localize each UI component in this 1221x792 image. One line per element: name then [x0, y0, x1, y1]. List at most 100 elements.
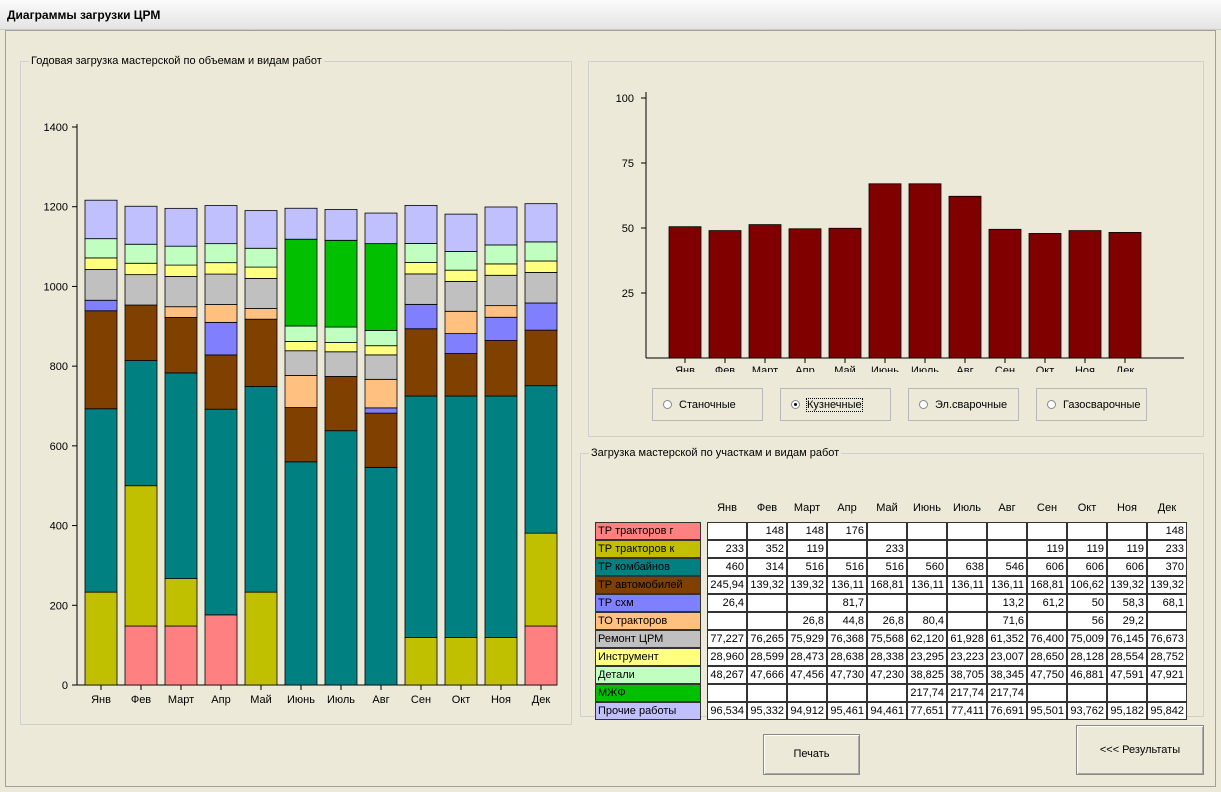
table-cell[interactable]: 233 [1147, 540, 1187, 558]
table-cell[interactable]: 76,145 [1107, 630, 1147, 648]
table-cell[interactable] [707, 612, 747, 630]
table-cell[interactable] [987, 540, 1027, 558]
table-cell[interactable]: 96,534 [707, 702, 747, 720]
table-cell[interactable] [867, 594, 907, 612]
table-cell[interactable]: 95,501 [1027, 702, 1067, 720]
table-cell[interactable] [787, 684, 827, 702]
table-cell[interactable]: 47,230 [867, 666, 907, 684]
table-cell[interactable]: 638 [947, 558, 987, 576]
table-cell[interactable]: 26,4 [707, 594, 747, 612]
table-cell[interactable]: 106,62 [1067, 576, 1107, 594]
table-cell[interactable] [747, 684, 787, 702]
table-cell[interactable] [867, 684, 907, 702]
table-cell[interactable]: 136,11 [947, 576, 987, 594]
table-cell[interactable]: 168,81 [867, 576, 907, 594]
radio-electric-welding[interactable]: Эл.сварочные [908, 388, 1019, 421]
table-cell[interactable]: 233 [867, 540, 907, 558]
table-cell[interactable]: 119 [1027, 540, 1067, 558]
table-cell[interactable]: 119 [1067, 540, 1107, 558]
table-cell[interactable] [747, 594, 787, 612]
table-cell[interactable]: 95,842 [1147, 702, 1187, 720]
table-cell[interactable]: 28,554 [1107, 648, 1147, 666]
table-cell[interactable]: 47,730 [827, 666, 867, 684]
table-cell[interactable]: 606 [1067, 558, 1107, 576]
radio-forging[interactable]: Кузнечные [780, 388, 891, 421]
radio-electric-welding-circle[interactable] [919, 400, 928, 409]
table-cell[interactable] [907, 540, 947, 558]
table-cell[interactable]: 13,2 [987, 594, 1027, 612]
radio-machining[interactable]: Станочные [652, 388, 763, 421]
table-cell[interactable]: 28,338 [867, 648, 907, 666]
table-cell[interactable]: 28,128 [1067, 648, 1107, 666]
table-cell[interactable]: 28,599 [747, 648, 787, 666]
table-cell[interactable]: 76,265 [747, 630, 787, 648]
table-cell[interactable]: 136,11 [827, 576, 867, 594]
table-cell[interactable]: 516 [827, 558, 867, 576]
table-cell[interactable]: 352 [747, 540, 787, 558]
table-cell[interactable]: 217,74 [907, 684, 947, 702]
table-cell[interactable]: 139,32 [787, 576, 827, 594]
table-cell[interactable]: 26,8 [787, 612, 827, 630]
table-cell[interactable]: 136,11 [987, 576, 1027, 594]
table-cell[interactable]: 28,638 [827, 648, 867, 666]
table-cell[interactable]: 38,345 [987, 666, 1027, 684]
table-cell[interactable]: 77,227 [707, 630, 747, 648]
table-cell[interactable]: 94,461 [867, 702, 907, 720]
table-cell[interactable]: 119 [787, 540, 827, 558]
table-cell[interactable]: 606 [1107, 558, 1147, 576]
table-cell[interactable]: 44,8 [827, 612, 867, 630]
table-cell[interactable]: 61,928 [947, 630, 987, 648]
table-cell[interactable] [1067, 522, 1107, 540]
table-cell[interactable]: 139,32 [1147, 576, 1187, 594]
table-cell[interactable] [747, 612, 787, 630]
table-cell[interactable]: 217,74 [987, 684, 1027, 702]
table-cell[interactable] [1027, 612, 1067, 630]
table-cell[interactable]: 75,568 [867, 630, 907, 648]
title-bar[interactable]: Диаграммы загрузки ЦРМ [0, 0, 1221, 30]
table-cell[interactable] [907, 522, 947, 540]
table-cell[interactable]: 148 [787, 522, 827, 540]
table-cell[interactable]: 68,1 [1147, 594, 1187, 612]
table-cell[interactable] [827, 540, 867, 558]
table-cell[interactable]: 93,762 [1067, 702, 1107, 720]
table-cell[interactable]: 139,32 [1107, 576, 1147, 594]
table-cell[interactable]: 47,750 [1027, 666, 1067, 684]
table-cell[interactable] [1027, 522, 1067, 540]
table-cell[interactable]: 58,3 [1107, 594, 1147, 612]
table-cell[interactable]: 168,81 [1027, 576, 1067, 594]
table-cell[interactable]: 38,825 [907, 666, 947, 684]
table-cell[interactable]: 516 [867, 558, 907, 576]
table-cell[interactable]: 50 [1067, 594, 1107, 612]
table-cell[interactable]: 217,74 [947, 684, 987, 702]
table-cell[interactable]: 62,120 [907, 630, 947, 648]
table-cell[interactable]: 136,11 [907, 576, 947, 594]
table-cell[interactable]: 38,705 [947, 666, 987, 684]
table-cell[interactable]: 176 [827, 522, 867, 540]
table-cell[interactable]: 75,929 [787, 630, 827, 648]
table-cell[interactable] [707, 684, 747, 702]
table-cell[interactable] [907, 594, 947, 612]
table-cell[interactable]: 76,400 [1027, 630, 1067, 648]
table-cell[interactable] [947, 594, 987, 612]
table-cell[interactable]: 23,007 [987, 648, 1027, 666]
table-cell[interactable]: 28,752 [1147, 648, 1187, 666]
table-cell[interactable]: 460 [707, 558, 747, 576]
table-cell[interactable] [787, 594, 827, 612]
table-cell[interactable]: 47,456 [787, 666, 827, 684]
radio-gas-welding[interactable]: Газосварочные [1036, 388, 1147, 421]
table-cell[interactable] [827, 684, 867, 702]
table-cell[interactable] [947, 612, 987, 630]
table-cell[interactable]: 95,332 [747, 702, 787, 720]
table-cell[interactable]: 26,8 [867, 612, 907, 630]
table-cell[interactable]: 47,921 [1147, 666, 1187, 684]
table-cell[interactable] [707, 522, 747, 540]
table-cell[interactable]: 28,650 [1027, 648, 1067, 666]
table-cell[interactable]: 95,182 [1107, 702, 1147, 720]
table-cell[interactable]: 71,6 [987, 612, 1027, 630]
table-cell[interactable] [947, 540, 987, 558]
table-cell[interactable]: 80,4 [907, 612, 947, 630]
table-cell[interactable]: 23,295 [907, 648, 947, 666]
table-cell[interactable]: 119 [1107, 540, 1147, 558]
table-cell[interactable] [1147, 612, 1187, 630]
table-cell[interactable]: 56 [1067, 612, 1107, 630]
